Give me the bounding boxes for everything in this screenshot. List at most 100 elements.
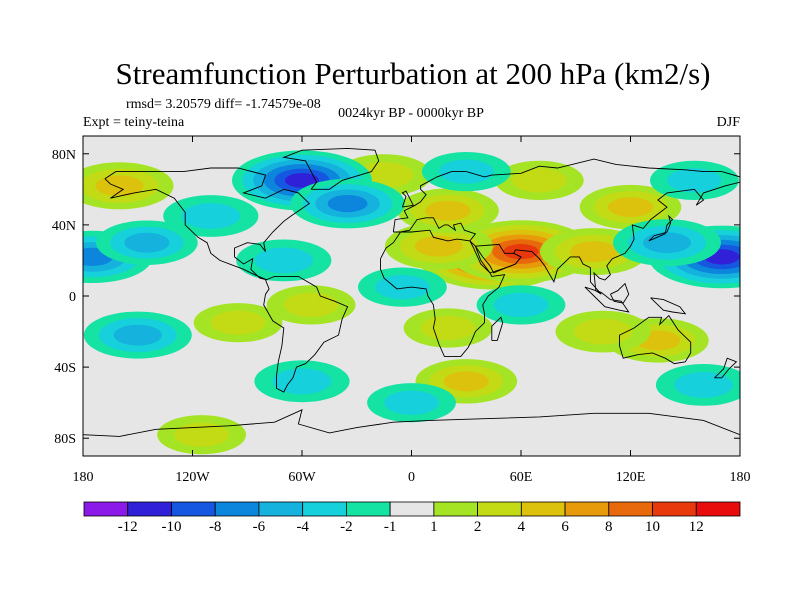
contour-level [512,168,567,193]
contour-level [113,324,162,346]
coastline-africa [380,229,506,357]
experiment-label: Expt = teiny-teina [83,115,185,130]
stats-label: rmsd= 3.20579 diff= -1.74579e-08 [126,97,321,112]
colorbar-label: 12 [689,519,704,535]
x-tick-label: 120W [175,470,210,485]
contour-level [503,244,539,260]
contour-level [285,173,319,188]
colorbar-swatch [652,501,697,517]
contour-level [420,315,476,341]
coastline-antarctica [83,409,740,437]
colorbar-label: -2 [340,519,353,535]
coastline-madagascar [491,316,504,341]
colorbar: -12 -10 -8 -6 -4 -2 -1 1 2 4 6 8 10 12 [83,501,741,535]
colorbar-swatch [564,501,610,517]
contour-level [573,318,633,345]
colorbar-label: -12 [118,519,138,535]
contour-level [375,275,430,300]
x-axis: 180 120W 60W 0 60E 120E 180 [73,136,751,485]
coastline-indonesia [584,286,630,313]
contour-level [327,195,368,213]
colorbar-label: -6 [253,519,266,535]
anomaly-core [384,222,493,270]
y-tick-label: 80S [54,432,76,447]
coastline-new-guinea [650,297,687,315]
contour-level [443,371,489,392]
anomaly-core [157,415,247,455]
coastline-uk [401,190,414,208]
contour-field [83,136,740,456]
y-tick-label: 40S [54,361,76,376]
anomaly-core [476,285,566,325]
contour-level [425,200,471,221]
anomaly-core [96,220,198,265]
colorbar-swatch [302,501,347,517]
contour-level [124,232,170,253]
x-tick-label: 180 [730,470,751,485]
contour-level [95,175,144,197]
colorbar-swatch [520,501,566,517]
anomaly-core [613,219,721,267]
colorbar-swatch [258,501,304,517]
colorbar-label: -1 [384,519,397,535]
colorbar-label: 10 [645,519,660,535]
anomaly-core [254,360,350,403]
contour-level [210,310,266,335]
x-tick-label: 180 [73,470,94,485]
y-tick-label: 0 [69,290,76,305]
contour-level [674,372,733,398]
contour-level [493,292,549,317]
contour-level [607,197,654,218]
coastline-greenland [282,147,380,190]
coastline-north-america [104,167,311,281]
colorbar-swatch [695,501,741,517]
x-tick-label: 120E [616,470,646,485]
anomaly-core [193,303,283,343]
coastlines [83,147,740,437]
x-tick-label: 0 [408,470,415,485]
contour-level [414,235,463,257]
y-tick-label: 80N [52,148,76,163]
colorbar-label: 6 [561,519,569,535]
colorbar-swatch [127,501,172,517]
x-tick-label: 60W [288,470,316,485]
coastline-australia [619,314,692,365]
colorbar-swatch [433,501,478,517]
coastline-new-zealand [714,357,738,379]
contour-level [272,368,332,395]
colorbar-swatch [345,501,391,517]
anomaly-core [579,184,682,230]
contour-level [174,422,229,447]
colorbar-swatch [477,501,522,517]
period-label: 0024kyr BP - 0000kyr BP [338,106,484,121]
contour-level [667,168,722,193]
anomaly-core [236,239,332,282]
anomaly-core [266,285,356,325]
colorbar-label: 8 [605,519,613,535]
anomaly-core [358,267,447,307]
contour-level [254,247,314,274]
contour-level [570,241,618,262]
colorbar-label: -8 [209,519,222,535]
colorbar-label: -4 [296,519,309,535]
anomaly-core [163,195,259,237]
y-tick-label: 40N [52,219,76,234]
anomaly-core [367,383,456,423]
contour-level [643,232,691,254]
coastline-south-america [263,275,349,393]
anomaly-core [494,160,584,200]
contour-level [384,390,439,415]
colorbar-label: -10 [162,519,182,535]
anomaly-core [655,364,740,406]
anomaly-core [555,310,651,353]
coastline-japan [648,214,674,242]
y-axis: 80N 40N 0 40S 80S [52,148,740,447]
colorbar-swatch [389,501,435,517]
colorbar-swatch [214,501,260,517]
colorbar-label: 1 [430,519,438,535]
colorbar-swatch [83,501,129,517]
anomaly-core [83,311,192,359]
coastline-borneo [610,282,630,304]
colorbar-swatch [171,501,216,517]
